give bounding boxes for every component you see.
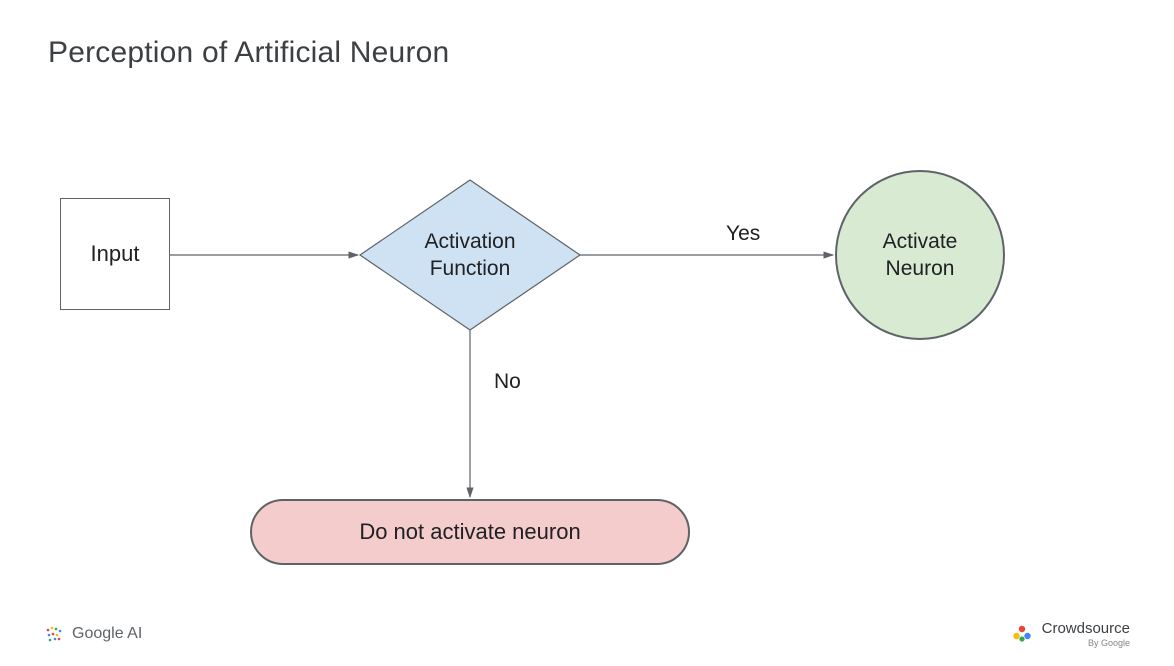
- footer-crowdsource: Crowdsource By Google: [1010, 620, 1130, 648]
- edge-label-yes: Yes: [726, 222, 760, 246]
- node-activate-label: Activate Neuron: [883, 228, 958, 283]
- flowchart-canvas: [0, 0, 1174, 666]
- crowdsource-icon: [1010, 622, 1034, 646]
- node-no-activate-label: Do not activate neuron: [359, 519, 580, 545]
- node-input-label: Input: [91, 241, 140, 267]
- footer-google-ai-label: Google AI: [72, 625, 142, 643]
- node-no-activate: Do not activate neuron: [250, 499, 690, 565]
- google-ai-icon: [44, 624, 64, 644]
- node-activate: Activate Neuron: [835, 170, 1005, 340]
- footer-crowdsource-label: Crowdsource: [1042, 620, 1130, 637]
- footer-crowdsource-byline: By Google: [1042, 638, 1130, 648]
- node-decision-label: Activation Function: [424, 228, 515, 283]
- node-decision: Activation Function: [360, 180, 580, 330]
- edge-label-no: No: [494, 370, 521, 394]
- footer-google-ai: Google AI: [44, 624, 142, 644]
- node-input: Input: [60, 198, 170, 310]
